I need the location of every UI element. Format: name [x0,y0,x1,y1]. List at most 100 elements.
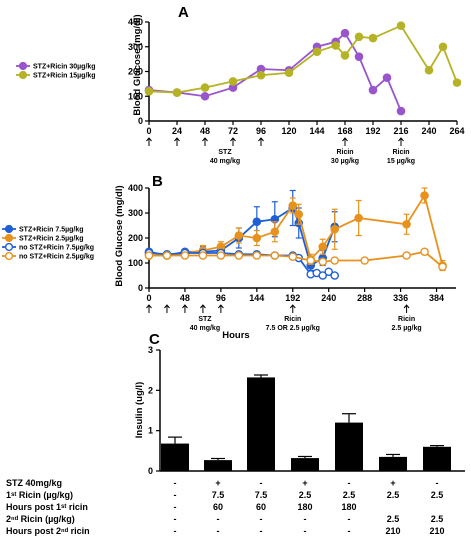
panel-b-dose-annotation: Ricin [284,316,301,323]
panel-b-data-point [294,209,304,219]
panel-a-dose-annotation: 15 µg/kg [387,158,415,165]
panel-b-ylabel: Blood Glucose (mg/dl) [114,185,125,286]
panel-c-y-tick-label: 1 [148,426,153,436]
panel-b-data-point [318,271,328,280]
panel-a-dose-arrow-head [342,137,348,142]
panel-a-series-line [148,31,402,112]
panel-a-dose-arrow-head [174,137,180,142]
table-cell: - [348,526,351,536]
panel-a-data-point [144,87,154,96]
panel-b-legend-marker [4,251,14,261]
panel-b-dose-arrow-head [146,304,152,309]
panel-a-legend-label: STZ+Ricin 15µg/kg [33,73,96,80]
table-cell: + [215,478,220,488]
panel-b-dose-arrow-head [164,304,170,309]
panel-b-data-point [234,231,244,240]
panel-b-y-tick-label: 300 [128,208,143,218]
panel-a-data-point [368,33,378,43]
table-cell: 2.5 [431,490,444,500]
panel-a-data-point [284,68,294,78]
table-cell: 2.5 [387,514,400,524]
table-cell: - [348,478,351,488]
table-cell: - [436,478,439,488]
panel-b-y-tick-label: 400 [128,183,143,193]
panel-b-x-tick-label: 0 [146,293,151,303]
table-cell: - [348,514,351,524]
panel-b-x-tick-label: 384 [429,293,444,303]
table-cell: 2.5 [387,490,400,500]
panel-a-data-point [368,85,378,95]
panel-b-legend-marker [4,242,14,252]
panel-a-legend-marker [18,70,28,80]
table-cell: 7.5 [255,490,268,500]
panel-b-dose-annotation: 40 mg/kg [190,325,220,332]
panel-a-data-point [424,65,434,75]
panel-b-letter: B [152,173,163,190]
table-cell: 180 [341,502,356,512]
table-cell: - [260,514,263,524]
panel-b-legend-label: STZ+Ricin 7.5µg/kg [19,227,84,234]
panel-a-x-tick-label: 264 [449,126,464,136]
panel-a-data-point [354,32,364,42]
panel-b-data-point [270,227,280,237]
panel-b-data-point [330,224,339,234]
panel-a-dose-arrow-head [258,137,264,142]
panel-b-data-point [162,251,172,260]
table-row-label: 2ⁿᵈ Ricin (µg/kg) [6,514,75,524]
panel-a-dose-arrow-head [398,137,404,142]
panel-b-xlabel: Hours [222,330,249,341]
panel-b-dose-arrow-head [182,304,188,309]
panel-a-data-point [331,41,340,50]
panel-b-dose-annotation: Ricin [398,316,415,323]
panel-a-letter: A [178,4,189,21]
panel-b-data-point [198,251,208,260]
panel-a-x-tick-label: 0 [146,126,151,136]
panel-b-data-point [420,247,429,257]
panel-a-y-tick-label: 400 [128,17,143,27]
panel-c-bar [161,443,189,471]
panel-a-data-point [396,21,406,31]
panel-b-data-point [420,191,429,200]
panel-b-x-tick-label: 336 [393,293,408,303]
panel-c-bar [291,458,319,471]
panel-c-bar [423,446,451,471]
table-row-label: Hours post 1ˢᵗ ricin [6,502,88,512]
panel-a-y-tick-label: 300 [128,42,143,52]
panel-a-legend-label: STZ+Ricin 30µg/kg [33,64,96,71]
panel-b-y-tick-label: 200 [128,233,143,243]
table-row-label: Hours post 2ⁿᵈ ricin [6,526,90,536]
panel-b-dose-arrow-head [403,304,410,309]
panel-a-data-point [172,88,182,97]
table-cell: - [304,514,307,524]
panel-a-x-tick-label: 120 [281,126,296,136]
panel-b-data-point [318,242,328,252]
panel-a-legend-marker [18,61,28,71]
panel-b-data-point [324,267,334,277]
panel-b-data-point [288,201,298,210]
panel-b-data-point [438,262,447,272]
panel-b-x-tick-label: 96 [216,293,226,303]
table-cell: - [174,514,177,524]
panel-a-ylabel: Blood Glucose (mg/dl) [132,14,143,115]
panel-a-dose-arrow-head [230,137,236,142]
panel-b-dose-annotation: 2.5 µg/kg [392,325,422,332]
panel-b-data-point [252,233,262,243]
panel-b-legend-label: no STZ+Ricin 2.5µg/kg [19,254,94,261]
panel-b-data-point [234,251,244,260]
panel-b-x-tick-label: 144 [249,293,264,303]
panel-a-dose-annotation: Ricin [392,149,409,156]
panel-b-data-point [306,256,316,265]
panel-b-dose-annotation: STZ [198,316,212,323]
panel-a-x-tick-label: 240 [421,126,436,136]
panel-b-dose-arrow-head [289,304,296,309]
table-cell: 210 [385,526,400,536]
table-cell: 60 [256,502,266,512]
table-cell: 60 [213,502,223,512]
panel-b-legend-label: STZ+Ricin 2.5µg/kg [19,236,84,243]
panel-a-x-tick-label: 168 [337,126,352,136]
panel-b-data-point [270,251,280,260]
panel-b-legend-marker [4,233,14,243]
panel-c-bar [335,422,363,471]
condition-table: STZ 40mg/kg 1ˢᵗ Ricin (µg/kg) Hours post 1… [6,478,445,536]
table-cell: 7.5 [212,490,225,500]
